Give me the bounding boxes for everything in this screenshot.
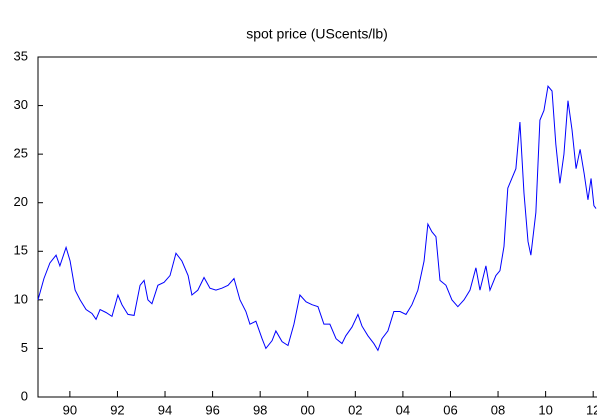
y-tick-label: 25 [14,146,28,161]
chart-title: spot price (UScents/lb) [246,26,388,42]
x-tick-label: 98 [253,402,267,417]
plot-frame [37,56,597,398]
x-tick-label: 00 [301,402,315,417]
x-tick-label: 90 [63,402,77,417]
x-tick-label: 92 [110,402,124,417]
x-tick-label: 02 [348,402,362,417]
x-tick-label: 10 [538,402,552,417]
data-line [37,84,597,352]
y-tick-label: 0 [21,388,28,403]
x-tick-label: 08 [491,402,505,417]
x-tick-label: 06 [443,402,457,417]
x-tick-label: 04 [396,402,410,417]
y-tick-label: 5 [21,340,28,355]
y-tick-label: 30 [14,97,28,112]
y-tick-label: 10 [14,291,28,306]
x-tick-label: 94 [158,402,172,417]
y-tick-label: 15 [14,243,28,258]
y-tick-label: 35 [14,48,28,63]
x-tick-label: 12 [586,402,597,417]
y-tick-label: 20 [14,194,28,209]
x-tick-label: 96 [205,402,219,417]
